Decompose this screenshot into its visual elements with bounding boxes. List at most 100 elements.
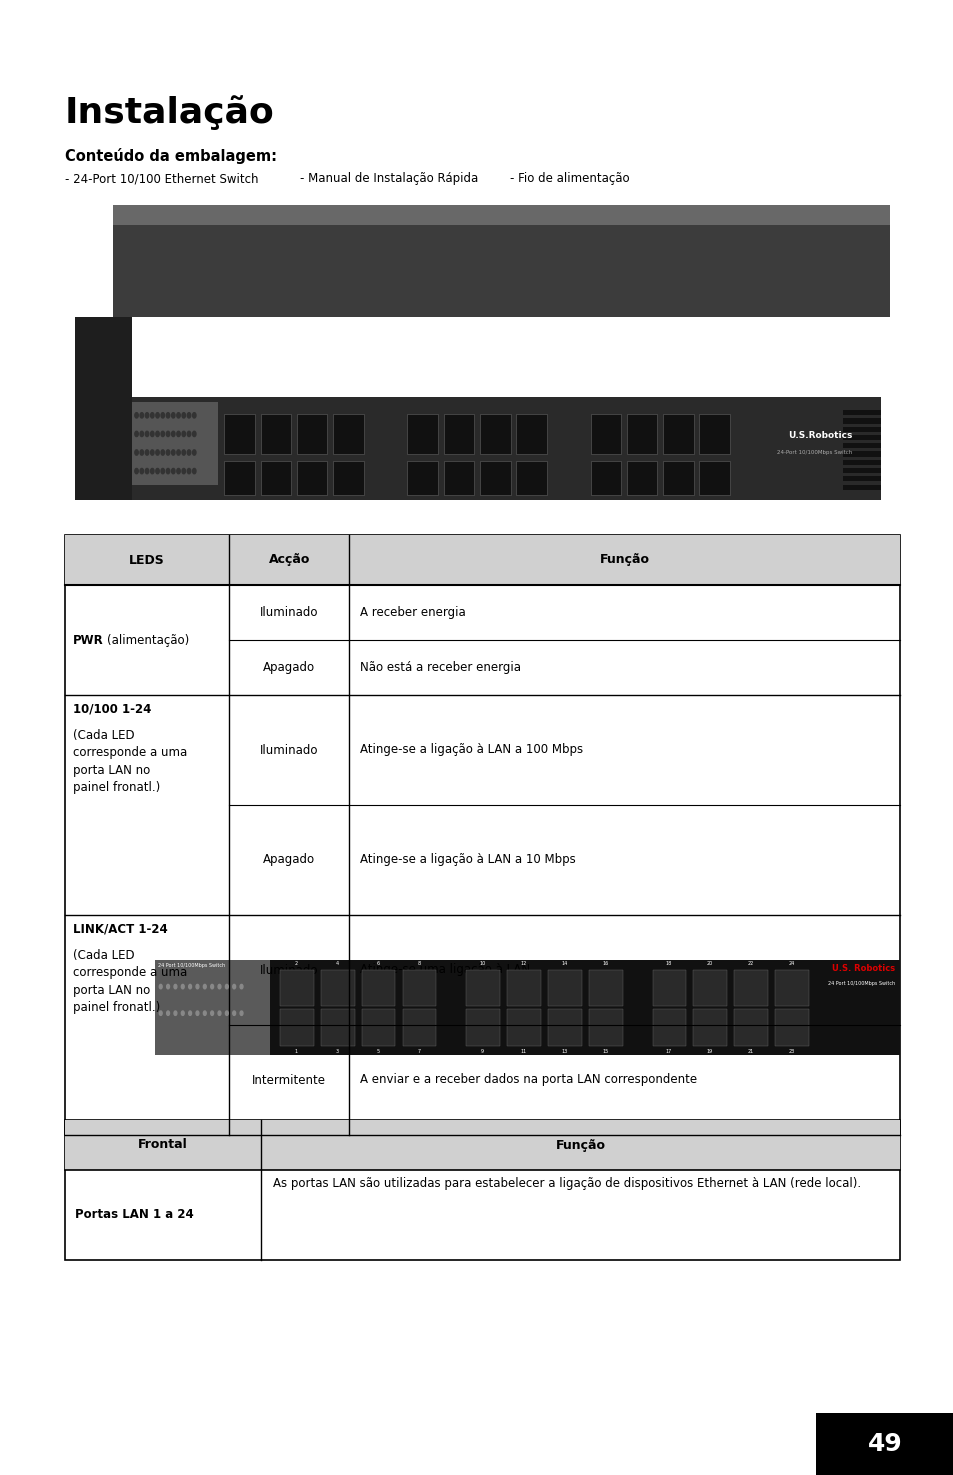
Circle shape — [182, 469, 185, 473]
Circle shape — [187, 450, 191, 456]
Circle shape — [187, 413, 191, 417]
Text: 22: 22 — [747, 962, 753, 966]
Circle shape — [161, 469, 164, 473]
FancyBboxPatch shape — [224, 460, 254, 494]
Text: PWR: PWR — [72, 633, 103, 646]
Text: (Cada LED
corresponde a uma
porta LAN no
painel fronatl.): (Cada LED corresponde a uma porta LAN no… — [72, 948, 187, 1015]
Text: 2: 2 — [294, 962, 297, 966]
Circle shape — [167, 984, 170, 988]
Text: 13: 13 — [561, 1049, 567, 1053]
Circle shape — [151, 450, 153, 456]
Circle shape — [161, 450, 164, 456]
Circle shape — [187, 469, 191, 473]
Bar — [320, 969, 355, 1006]
Bar — [693, 969, 726, 1006]
Circle shape — [176, 413, 180, 417]
Circle shape — [193, 450, 195, 456]
Circle shape — [189, 984, 192, 988]
FancyBboxPatch shape — [841, 435, 880, 440]
Circle shape — [233, 1010, 235, 1015]
Circle shape — [140, 413, 143, 417]
Bar — [466, 1009, 499, 1046]
Bar — [507, 1009, 540, 1046]
Text: - 24-Port 10/100 Ethernet Switch: - 24-Port 10/100 Ethernet Switch — [65, 173, 258, 184]
FancyBboxPatch shape — [516, 460, 546, 494]
Circle shape — [225, 1010, 228, 1015]
Bar — [548, 969, 581, 1006]
FancyBboxPatch shape — [407, 460, 437, 494]
Bar — [589, 1009, 622, 1046]
Text: 3: 3 — [335, 1049, 338, 1053]
Bar — [734, 1009, 767, 1046]
Circle shape — [140, 450, 143, 456]
Circle shape — [159, 1010, 162, 1015]
Bar — [154, 960, 899, 1055]
Bar — [775, 969, 808, 1006]
FancyBboxPatch shape — [74, 317, 132, 500]
Circle shape — [211, 984, 213, 988]
Text: 8: 8 — [417, 962, 420, 966]
FancyBboxPatch shape — [841, 476, 880, 481]
Text: Acção: Acção — [268, 553, 310, 566]
Circle shape — [240, 984, 243, 988]
Circle shape — [189, 1010, 192, 1015]
Text: 23: 23 — [788, 1049, 794, 1053]
Circle shape — [134, 431, 138, 437]
Text: 6: 6 — [376, 962, 379, 966]
Circle shape — [181, 1010, 184, 1015]
Bar — [652, 969, 685, 1006]
Text: 9: 9 — [480, 1049, 483, 1053]
FancyBboxPatch shape — [626, 414, 657, 453]
Circle shape — [176, 450, 180, 456]
Circle shape — [173, 1010, 176, 1015]
Text: 20: 20 — [706, 962, 712, 966]
Circle shape — [195, 1010, 198, 1015]
Bar — [65, 1120, 899, 1170]
Text: A enviar e a receber dados na porta LAN correspondente: A enviar e a receber dados na porta LAN … — [360, 1074, 697, 1087]
Text: 49: 49 — [866, 1432, 902, 1456]
Circle shape — [134, 450, 138, 456]
Circle shape — [145, 431, 149, 437]
FancyBboxPatch shape — [841, 451, 880, 457]
Bar — [548, 1009, 581, 1046]
Text: 10: 10 — [479, 962, 485, 966]
Text: Iluminado: Iluminado — [259, 963, 318, 976]
Bar — [402, 1009, 436, 1046]
Circle shape — [166, 450, 170, 456]
Text: Atinge-se uma ligação à LAN: Atinge-se uma ligação à LAN — [360, 963, 530, 976]
Circle shape — [155, 413, 159, 417]
Bar — [154, 960, 271, 1055]
Text: 4: 4 — [335, 962, 338, 966]
Circle shape — [218, 984, 221, 988]
Text: Vista frontal: Vista frontal — [65, 1075, 191, 1093]
Circle shape — [167, 1010, 170, 1015]
FancyBboxPatch shape — [841, 426, 880, 432]
FancyBboxPatch shape — [132, 401, 217, 484]
Bar — [693, 1009, 726, 1046]
Text: U.S. Robotics: U.S. Robotics — [831, 965, 894, 974]
FancyBboxPatch shape — [626, 460, 657, 494]
Circle shape — [161, 413, 164, 417]
Circle shape — [176, 469, 180, 473]
Text: Iluminado: Iluminado — [259, 743, 318, 757]
Circle shape — [155, 431, 159, 437]
Bar — [361, 969, 395, 1006]
Circle shape — [145, 413, 149, 417]
FancyBboxPatch shape — [296, 460, 327, 494]
Circle shape — [172, 431, 174, 437]
Circle shape — [155, 450, 159, 456]
Text: - Manual de Instalação Rápida: - Manual de Instalação Rápida — [299, 173, 477, 184]
Text: 11: 11 — [520, 1049, 526, 1053]
Bar — [280, 969, 314, 1006]
Text: U.S.Robotics: U.S.Robotics — [787, 432, 851, 441]
Text: Função: Função — [555, 1139, 605, 1152]
Bar — [65, 1120, 899, 1260]
Circle shape — [193, 469, 195, 473]
FancyBboxPatch shape — [662, 460, 693, 494]
Circle shape — [151, 469, 153, 473]
FancyBboxPatch shape — [333, 414, 363, 453]
Circle shape — [218, 1010, 221, 1015]
Bar — [402, 969, 436, 1006]
Circle shape — [203, 984, 206, 988]
Text: Instalação: Instalação — [65, 94, 274, 130]
